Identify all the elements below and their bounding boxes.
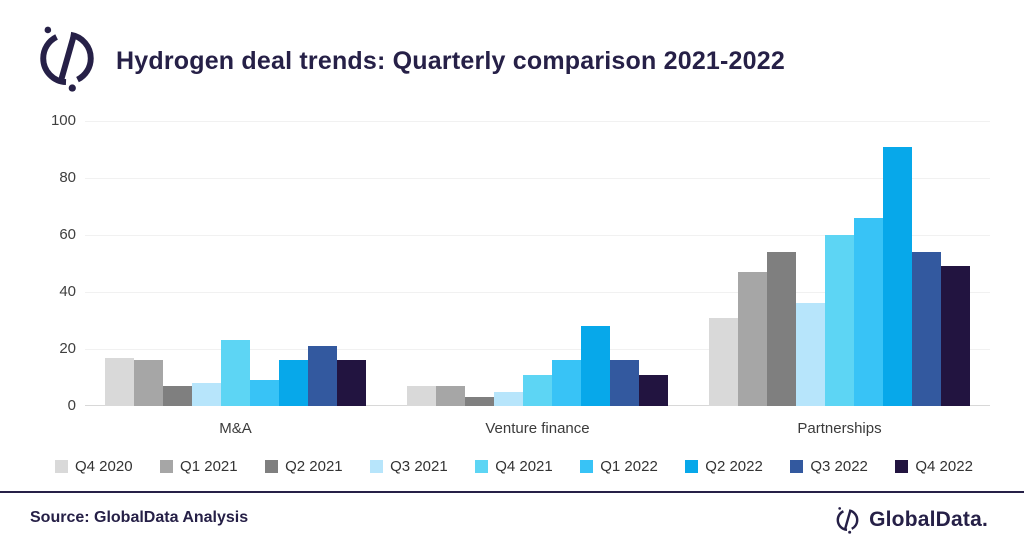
y-axis-tick-label: 60: [59, 226, 76, 243]
bar-q4-2022-m-a: [337, 360, 366, 406]
bar-q4-2021-partnerships: [825, 235, 854, 406]
globaldata-logo-icon: [40, 26, 94, 92]
legend-swatch: [475, 460, 489, 473]
category-label-m-a: M&A: [219, 420, 252, 437]
header: Hydrogen deal trends: Quarterly comparis…: [34, 22, 785, 92]
y-axis-tick-label: 20: [59, 340, 76, 357]
legend-item-q4-2021: Q4 2021: [475, 458, 553, 475]
legend-label: Q4 2021: [495, 458, 553, 475]
bar-q2-2022-partnerships: [883, 146, 912, 406]
legend-swatch: [685, 460, 699, 473]
legend-item-q1-2022: Q1 2022: [580, 458, 658, 475]
plot-area: [85, 121, 990, 406]
bar-q3-2022-partnerships: [912, 252, 941, 406]
gridline: [85, 178, 990, 179]
page-title: Hydrogen deal trends: Quarterly comparis…: [116, 46, 785, 75]
y-axis-labels: 0 20 40 60 80 100: [28, 112, 76, 414]
bar-q4-2020-venture-finance: [407, 386, 436, 406]
legend-swatch: [580, 460, 594, 473]
bar-q1-2021-m-a: [134, 360, 163, 406]
legend-item-q3-2021: Q3 2021: [370, 458, 448, 475]
legend-label: Q1 2022: [600, 458, 658, 475]
globaldata-brand-icon: [836, 507, 859, 534]
y-axis-tick-label: 40: [59, 283, 76, 300]
bar-q4-2022-venture-finance: [639, 374, 668, 406]
y-axis-tick-label: 100: [50, 112, 76, 129]
bar-q1-2021-partnerships: [738, 272, 767, 406]
legend-item-q4-2022: Q4 2022: [895, 458, 973, 475]
brand-lockup: GlobalData.: [834, 505, 988, 534]
legend-label: Q2 2022: [705, 458, 763, 475]
bar-q3-2022-m-a: [308, 346, 337, 406]
legend-swatch: [790, 460, 804, 473]
footer: Source: GlobalData Analysis GlobalData.: [0, 491, 1024, 549]
legend-swatch: [265, 460, 279, 473]
legend-swatch: [160, 460, 174, 473]
gridline: [85, 292, 990, 293]
bar-q1-2022-venture-finance: [552, 360, 581, 406]
bar-q4-2021-venture-finance: [523, 374, 552, 406]
category-labels: M&A Venture finance Partnerships: [85, 420, 990, 437]
bar-q2-2021-venture-finance: [465, 397, 494, 406]
legend-label: Q3 2021: [390, 458, 448, 475]
y-axis-tick-label: 80: [59, 169, 76, 186]
source-text: Source: GlobalData Analysis: [30, 509, 249, 526]
bar-q3-2021-partnerships: [796, 303, 825, 406]
category-label-partnerships: Partnerships: [797, 420, 882, 437]
gridline: [85, 121, 990, 122]
legend-item-q3-2022: Q3 2022: [790, 458, 868, 475]
bar-q4-2020-partnerships: [709, 317, 738, 406]
legend-label: Q4 2020: [75, 458, 133, 475]
legend-swatch: [895, 460, 909, 473]
legend-label: Q1 2021: [180, 458, 238, 475]
bar-q1-2022-m-a: [250, 380, 279, 406]
legend-swatch: [370, 460, 384, 473]
bar-group-m-a: [105, 340, 366, 406]
legend-item-q1-2021: Q1 2021: [160, 458, 238, 475]
bars-layer: [85, 121, 990, 406]
bar-q2-2022-m-a: [279, 360, 308, 406]
bar-q4-2020-m-a: [105, 357, 134, 406]
bar-q2-2021-partnerships: [767, 252, 796, 406]
legend-item-q2-2021: Q2 2021: [265, 458, 343, 475]
legend-label: Q3 2022: [810, 458, 868, 475]
gridline: [85, 349, 990, 350]
y-axis-tick-label: 0: [67, 397, 76, 414]
bar-q2-2021-m-a: [163, 386, 192, 406]
bar-q4-2022-partnerships: [941, 266, 970, 406]
category-label-venture-finance: Venture finance: [485, 420, 590, 437]
legend-item-q2-2022: Q2 2022: [685, 458, 763, 475]
bar-q3-2022-venture-finance: [610, 360, 639, 406]
brand-wordmark: GlobalData.: [869, 507, 988, 531]
bar-q3-2021-venture-finance: [494, 391, 523, 406]
bar-q2-2022-venture-finance: [581, 326, 610, 406]
legend: Q4 2020 Q1 2021 Q2 2021 Q3 2021 Q4 2021 Q1 20…: [55, 458, 973, 475]
bar-q1-2022-partnerships: [854, 217, 883, 406]
bar-group-partnerships: [709, 146, 970, 406]
bar-group-venture-finance: [407, 326, 668, 406]
legend-label: Q2 2021: [285, 458, 343, 475]
bar-q1-2021-venture-finance: [436, 386, 465, 406]
legend-label: Q4 2022: [915, 458, 973, 475]
legend-swatch: [55, 460, 68, 473]
bar-q4-2021-m-a: [221, 340, 250, 406]
bar-q3-2021-m-a: [192, 383, 221, 406]
gridline: [85, 235, 990, 236]
legend-item-q4-2020: Q4 2020: [55, 458, 133, 475]
